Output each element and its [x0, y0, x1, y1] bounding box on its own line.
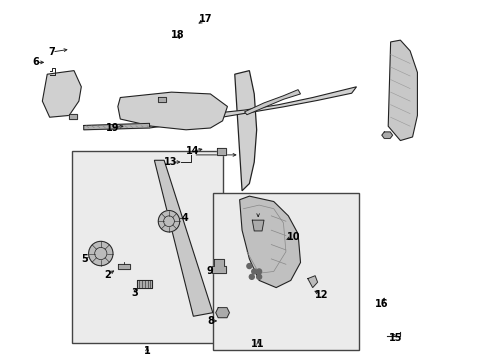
Text: 9: 9 — [205, 266, 212, 276]
Polygon shape — [215, 308, 229, 318]
Polygon shape — [158, 97, 165, 102]
Polygon shape — [381, 132, 392, 138]
Circle shape — [256, 269, 261, 274]
Circle shape — [88, 241, 113, 266]
Text: 12: 12 — [314, 290, 327, 300]
Polygon shape — [307, 276, 317, 288]
Polygon shape — [118, 264, 129, 269]
Polygon shape — [252, 220, 264, 231]
Text: 6: 6 — [33, 57, 40, 67]
Text: 14: 14 — [185, 146, 199, 156]
Circle shape — [249, 274, 254, 279]
Polygon shape — [83, 123, 149, 130]
Circle shape — [246, 264, 251, 269]
Text: 18: 18 — [170, 30, 183, 40]
Polygon shape — [244, 90, 300, 115]
Text: 8: 8 — [206, 316, 213, 326]
Polygon shape — [239, 196, 300, 288]
Text: 10: 10 — [286, 232, 299, 242]
Text: 1: 1 — [143, 346, 150, 356]
Circle shape — [251, 269, 256, 274]
Polygon shape — [149, 87, 356, 128]
Circle shape — [256, 274, 261, 279]
Polygon shape — [42, 71, 81, 117]
Text: 2: 2 — [103, 270, 110, 280]
Bar — [71, 151, 222, 343]
Polygon shape — [216, 148, 226, 155]
Polygon shape — [154, 160, 212, 316]
Text: 17: 17 — [199, 14, 212, 24]
Bar — [212, 193, 358, 350]
Polygon shape — [137, 280, 152, 288]
Text: 19: 19 — [106, 123, 120, 133]
Text: 15: 15 — [388, 333, 402, 343]
Text: 4: 4 — [182, 213, 188, 223]
Circle shape — [158, 211, 180, 232]
Polygon shape — [387, 40, 417, 140]
Text: 5: 5 — [81, 254, 88, 264]
Polygon shape — [234, 71, 256, 191]
Polygon shape — [118, 92, 227, 130]
Polygon shape — [211, 259, 226, 273]
Text: 7: 7 — [49, 47, 55, 57]
Text: 11: 11 — [251, 339, 264, 349]
Text: 13: 13 — [163, 157, 177, 167]
Text: 16: 16 — [374, 299, 388, 309]
Text: 3: 3 — [131, 288, 138, 298]
Polygon shape — [68, 114, 77, 119]
